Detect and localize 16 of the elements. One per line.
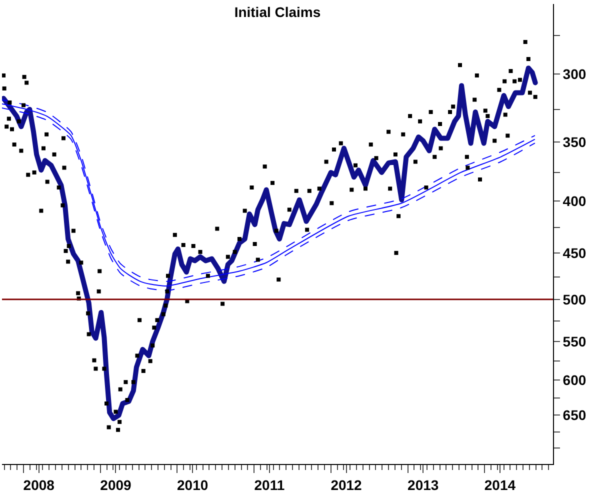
chart-title: Initial Claims [234, 4, 321, 20]
y-tick-label: 500 [562, 291, 586, 308]
x-tick-label: 2008 [23, 476, 55, 493]
y-tick-label: 650 [562, 407, 586, 424]
x-tick-label: 2009 [100, 476, 132, 493]
y-tick-label: 450 [562, 244, 586, 261]
x-tick-label: 2010 [177, 476, 208, 493]
y-tick-label: 350 [562, 134, 586, 150]
x-tick-label: 2011 [254, 476, 285, 493]
y-tick-label: 600 [562, 372, 586, 388]
y-tick-label: 550 [562, 333, 586, 350]
x-tick-label: 2012 [330, 476, 362, 493]
y-tick-label: 400 [562, 192, 586, 209]
y-tick-label: 300 [562, 66, 586, 82]
x-tick-label: 2014 [484, 476, 516, 493]
x-tick-label: 2013 [408, 476, 439, 493]
